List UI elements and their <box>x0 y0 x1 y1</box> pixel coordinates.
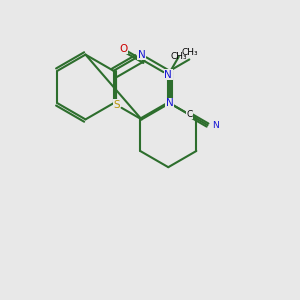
Text: S: S <box>113 100 120 110</box>
Text: O: O <box>119 44 128 54</box>
Text: CH₃: CH₃ <box>181 48 198 57</box>
Text: CH₃: CH₃ <box>170 52 187 61</box>
Text: N: N <box>138 50 146 60</box>
Text: N: N <box>212 121 219 130</box>
Text: N: N <box>166 98 174 108</box>
Text: C: C <box>186 110 192 119</box>
Text: N: N <box>164 70 172 80</box>
